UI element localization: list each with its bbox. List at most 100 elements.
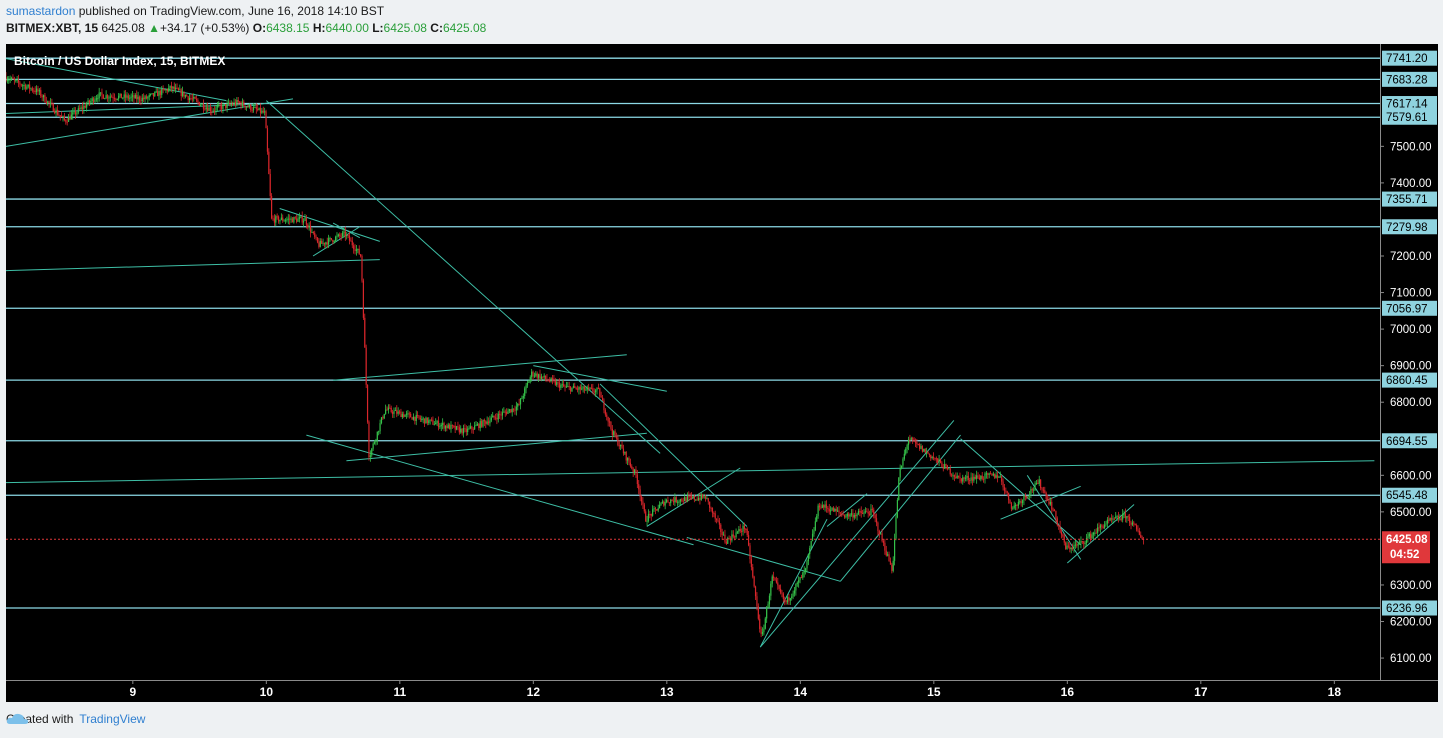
level-label-bg xyxy=(1382,372,1437,388)
candle-body xyxy=(771,576,773,584)
candle-body xyxy=(938,459,940,462)
candle-body xyxy=(223,104,225,106)
candle-body xyxy=(856,513,858,517)
candle-body xyxy=(77,108,79,113)
candle-body xyxy=(418,415,420,419)
close-label: C: xyxy=(430,21,443,35)
candle-body xyxy=(1030,489,1032,495)
candle-body xyxy=(713,512,715,514)
candle-body xyxy=(364,317,366,348)
candle-body xyxy=(124,94,127,98)
candle-body xyxy=(29,84,31,89)
candle-body xyxy=(272,218,274,220)
candle-body xyxy=(101,92,103,95)
tradingview-link[interactable]: TradingView xyxy=(79,712,146,726)
candle-body xyxy=(1098,527,1100,529)
candle-body xyxy=(202,103,205,109)
level-label-bg xyxy=(1382,50,1437,66)
candle-body xyxy=(839,512,841,514)
candle-body xyxy=(372,443,374,449)
candle-body xyxy=(493,415,495,418)
high-value: 6440.00 xyxy=(325,21,369,35)
candle-body xyxy=(116,98,118,100)
candle-body xyxy=(1002,481,1004,488)
candle-body xyxy=(277,216,280,222)
candle-body xyxy=(48,101,50,104)
candle-body xyxy=(709,501,711,508)
candle-body xyxy=(1110,518,1113,520)
candle-body xyxy=(184,95,186,97)
candle-body xyxy=(10,77,13,80)
candle-body xyxy=(569,386,572,392)
chart-area[interactable]: Bitcoin / US Dollar Index, 15, BITMEX 610… xyxy=(6,44,1438,702)
candle-body xyxy=(565,386,568,388)
candle-body xyxy=(553,379,555,381)
x-tick-label: 11 xyxy=(393,685,406,699)
chart-svg[interactable]: Bitcoin / US Dollar Index, 15, BITMEX 610… xyxy=(6,44,1438,702)
candle-body xyxy=(633,469,636,473)
candle-body xyxy=(957,475,960,477)
candle-body xyxy=(585,389,587,391)
candle-body xyxy=(22,85,24,87)
candle-body xyxy=(59,115,61,117)
candle-body xyxy=(12,77,14,80)
candle-body xyxy=(711,508,714,513)
candle-body xyxy=(382,417,384,419)
candle-body xyxy=(604,410,606,415)
candle-body xyxy=(379,423,381,432)
candle-body xyxy=(902,458,904,466)
candle-body xyxy=(903,453,905,459)
candle-body xyxy=(166,89,168,92)
candle-body xyxy=(248,104,250,108)
candle-body xyxy=(461,428,463,434)
candle-body xyxy=(81,107,84,110)
candle-body xyxy=(289,218,291,220)
candle-body xyxy=(866,511,868,513)
candle-body xyxy=(937,458,939,462)
candle-body xyxy=(661,501,663,504)
candle-body xyxy=(870,508,872,515)
candle-body xyxy=(898,477,900,500)
candle-body xyxy=(440,424,442,427)
candle-body xyxy=(932,457,935,459)
candle-body xyxy=(205,107,207,110)
candle-body xyxy=(1091,534,1093,539)
candle-body xyxy=(575,388,577,390)
candle-body xyxy=(444,425,447,429)
candle-body xyxy=(657,508,659,511)
candle-body xyxy=(967,475,969,481)
candle-body xyxy=(696,499,698,501)
candle-body xyxy=(807,553,809,562)
candle-body xyxy=(816,515,818,522)
ohlc-line: BITMEX:XBT, 15 6425.08 ▲+34.17 (+0.53%) … xyxy=(6,20,486,37)
candle-body xyxy=(596,388,598,391)
candle-body xyxy=(350,240,352,242)
candle-body xyxy=(268,151,270,175)
candle-body xyxy=(123,94,125,98)
x-tick-label: 16 xyxy=(1061,685,1075,699)
candle-body xyxy=(667,499,669,503)
candle-body xyxy=(1026,496,1028,498)
trendline xyxy=(333,354,627,381)
candle-body xyxy=(775,580,778,583)
candle-body xyxy=(144,96,146,100)
candle-body xyxy=(515,406,517,411)
candle-body xyxy=(453,425,455,427)
candle-body xyxy=(531,371,533,378)
candle-body xyxy=(165,89,167,91)
candle-body xyxy=(150,93,152,95)
candle-body xyxy=(355,249,358,251)
candle-body xyxy=(354,248,356,251)
author-link[interactable]: sumastardon xyxy=(6,4,76,18)
candle-body xyxy=(311,231,313,233)
candle-body xyxy=(337,234,339,236)
candle-body xyxy=(820,507,822,509)
candle-body xyxy=(186,95,188,97)
candle-body xyxy=(373,442,376,444)
candle-body xyxy=(759,618,761,629)
candle-body xyxy=(980,475,982,480)
candle-body xyxy=(151,93,153,95)
candle-body xyxy=(953,475,956,477)
candle-body xyxy=(325,242,327,245)
candle-body xyxy=(97,98,99,100)
